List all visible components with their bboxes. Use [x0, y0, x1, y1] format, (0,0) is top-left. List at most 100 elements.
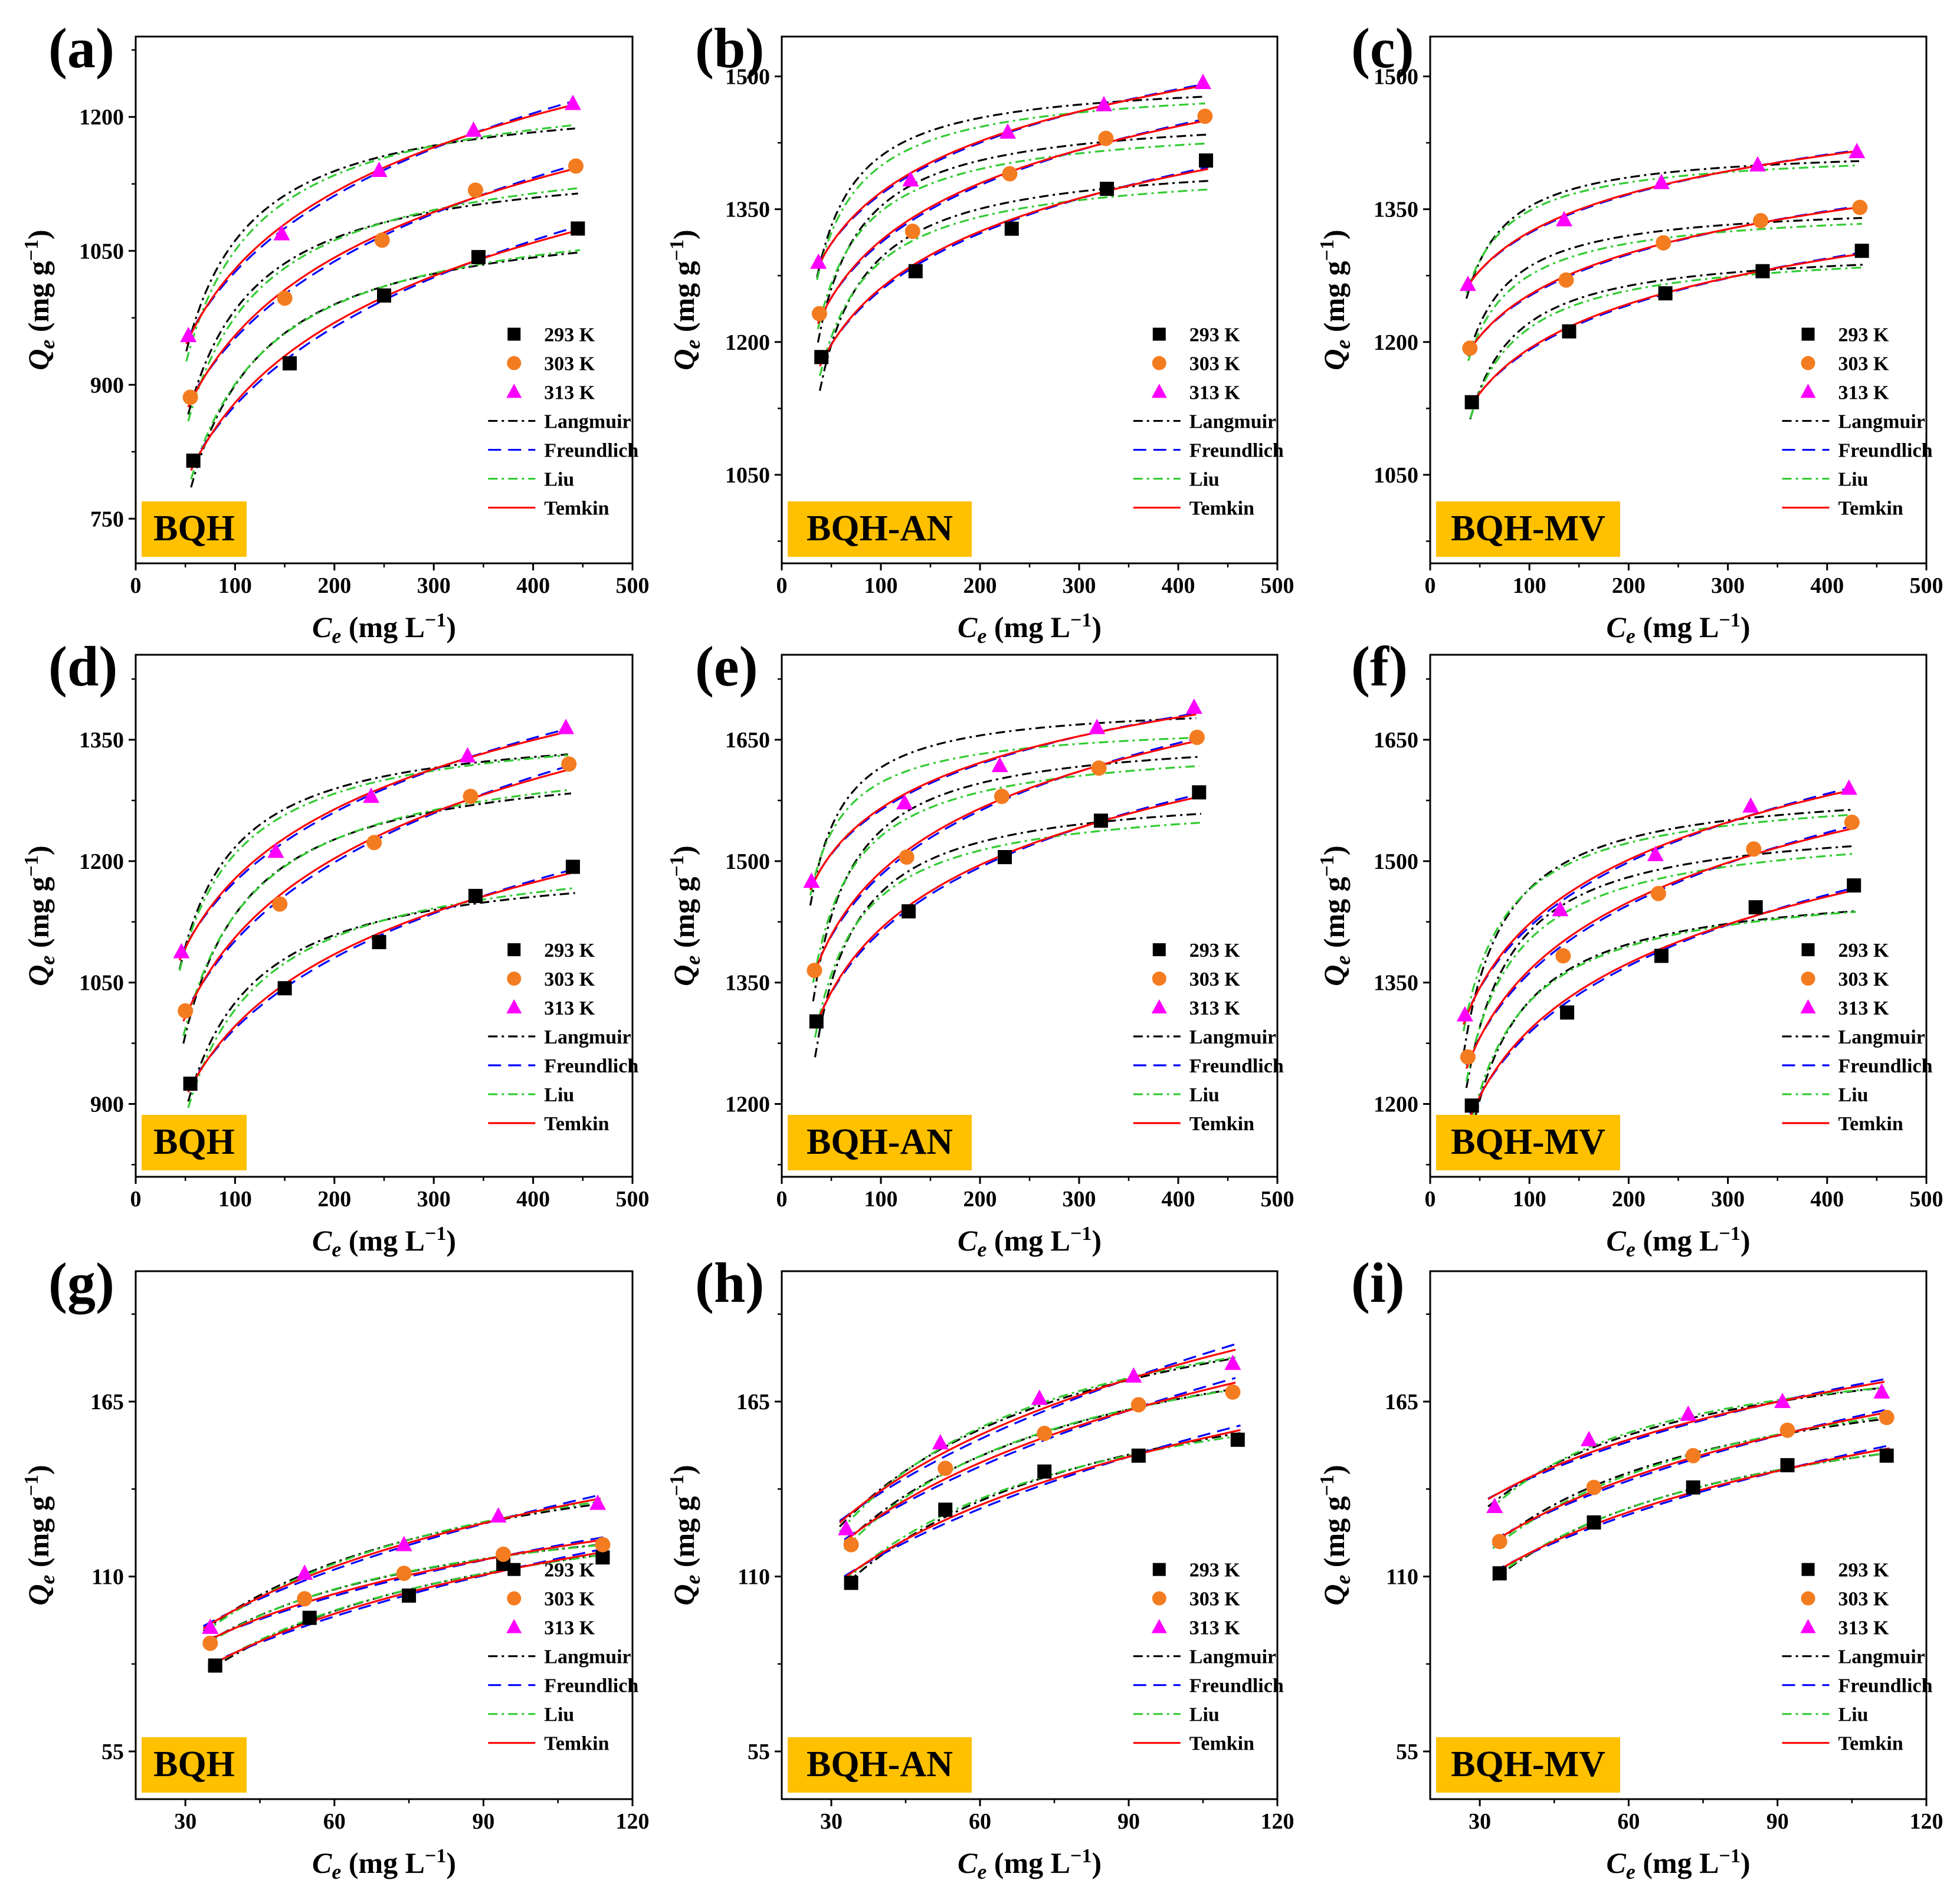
data-point-293k — [902, 904, 916, 918]
data-point-293k — [1755, 264, 1770, 278]
legend-label: Liu — [1189, 1084, 1220, 1106]
legend-label: Langmuir — [1838, 1026, 1925, 1048]
data-point-313k — [465, 121, 482, 137]
legend-marker-313k — [1800, 383, 1816, 398]
y-tick-label: 1200 — [1374, 1092, 1418, 1117]
material-label-box — [788, 1115, 972, 1170]
legend-marker-313k — [506, 1619, 522, 1633]
data-point-293k — [1131, 1448, 1146, 1463]
langmuir-curve — [838, 1357, 1236, 1528]
x-tick-label: 60 — [1617, 1809, 1640, 1834]
data-point-303k — [568, 158, 584, 174]
legend-label: 303 K — [1189, 353, 1241, 375]
legend-label: 313 K — [1838, 1617, 1890, 1639]
data-point-293k — [1587, 1515, 1601, 1530]
y-tick-label: 1050 — [1374, 463, 1418, 488]
legend-label: Liu — [544, 1084, 574, 1106]
y-tick-label: 1200 — [725, 330, 770, 355]
data-point-313k — [1742, 797, 1759, 813]
panel-label: (c) — [1351, 17, 1414, 80]
liu-curve — [812, 765, 1199, 983]
data-point-313k — [490, 1507, 507, 1523]
x-axis-title: Ce (mg L−1) — [958, 1223, 1102, 1261]
data-point-303k — [1586, 1479, 1602, 1495]
langmuir-curve — [190, 251, 581, 488]
data-point-303k — [1091, 760, 1107, 776]
legend-label: 293 K — [1189, 324, 1241, 346]
x-tick-label: 200 — [963, 1187, 997, 1212]
langmuir-curve — [812, 756, 1199, 1002]
temkin-curve — [839, 1348, 1236, 1524]
liu-curve — [814, 822, 1201, 1038]
freundlich-curve — [178, 727, 569, 958]
data-point-313k — [1096, 96, 1112, 111]
freundlich-curve — [190, 225, 581, 467]
x-tick-label: 0 — [776, 573, 788, 598]
legend-marker-303k — [507, 356, 522, 370]
data-point-293k — [908, 264, 923, 278]
y-axis-title: Qe (mg g−1) — [1316, 845, 1355, 986]
y-tick-label: 110 — [738, 1565, 770, 1590]
data-point-313k — [180, 327, 197, 343]
y-tick-label: 1350 — [725, 198, 770, 222]
data-point-293k — [998, 850, 1012, 865]
data-point-293k — [1854, 244, 1869, 258]
material-label: BQH — [153, 1122, 235, 1162]
legend-label: 303 K — [1838, 969, 1890, 990]
y-tick-label: 165 — [736, 1390, 770, 1415]
data-point-313k — [810, 253, 827, 269]
langmuir-curve — [1465, 160, 1859, 299]
freundlich-curve — [1463, 786, 1851, 1022]
y-tick-label: 1200 — [79, 105, 124, 130]
legend-label: 303 K — [1838, 1589, 1890, 1610]
x-tick-label: 0 — [130, 1187, 142, 1212]
y-tick-label: 1650 — [1374, 728, 1418, 753]
x-tick-label: 500 — [1261, 573, 1294, 598]
legend-label: 313 K — [544, 997, 595, 1019]
data-point-293k — [1100, 182, 1115, 196]
legend-label: 313 K — [544, 1617, 595, 1639]
x-tick-label: 0 — [776, 1187, 788, 1212]
y-tick-label: 1650 — [725, 728, 770, 753]
fit-curves — [816, 83, 1208, 391]
liu-curve — [185, 124, 575, 362]
panel-c: 0 100 200 300 400 500 1050 1200 1350 1500(c) Ce (m… — [1316, 17, 1943, 648]
langmuir-curve — [178, 753, 568, 970]
temkin-curve — [187, 871, 576, 1093]
legend-label: Langmuir — [1838, 1646, 1925, 1668]
legend-label: Freundlich — [1189, 1675, 1284, 1697]
liu-curve — [178, 754, 568, 971]
data-point-313k — [363, 787, 380, 803]
data-point-303k — [994, 789, 1010, 805]
x-tick-label: 200 — [317, 1187, 351, 1212]
data-point-293k — [402, 1588, 417, 1603]
data-point-303k — [1753, 213, 1769, 229]
data-point-313k — [1680, 1405, 1697, 1421]
legend-label: 303 K — [1189, 969, 1241, 990]
data-point-303k — [1002, 166, 1018, 182]
x-tick-label: 90 — [472, 1809, 494, 1834]
data-point-303k — [904, 224, 920, 239]
x-tick-label: 100 — [218, 573, 252, 598]
temkin-curve — [819, 168, 1208, 367]
data-point-313k — [999, 123, 1017, 139]
y-tick-label: 1050 — [725, 463, 770, 488]
data-point-313k — [803, 872, 820, 888]
data-point-303k — [202, 1635, 218, 1651]
data-point-293k — [1780, 1458, 1795, 1472]
legend-marker-293k — [507, 943, 521, 957]
legend-label: 293 K — [1189, 940, 1241, 962]
liu-curve — [190, 249, 581, 480]
data-point-293k — [1560, 1005, 1575, 1020]
x-tick-label: 500 — [616, 573, 650, 598]
data-point-313k — [991, 756, 1008, 772]
fit-curves — [202, 1494, 606, 1672]
data-point-303k — [1225, 1384, 1241, 1400]
liu-curve — [182, 789, 572, 1036]
liu-curve — [187, 887, 575, 1108]
legend-label: Temkin — [1189, 498, 1254, 520]
legend-label: 303 K — [544, 1589, 595, 1610]
data-point-303k — [807, 963, 822, 979]
x-tick-label: 300 — [1063, 1187, 1096, 1212]
material-label: BQH-MV — [1451, 1744, 1605, 1784]
